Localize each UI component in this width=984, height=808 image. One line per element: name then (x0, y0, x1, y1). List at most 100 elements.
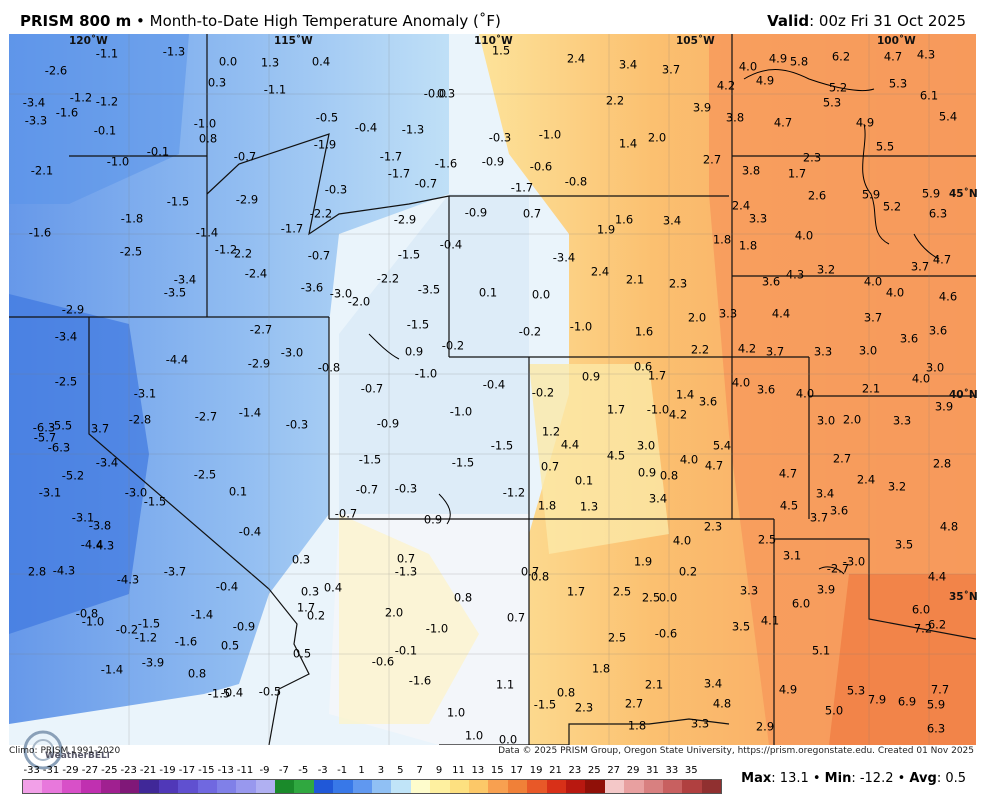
anomaly-value-label: 0.4 (311, 54, 331, 69)
valid-label: Valid (767, 12, 810, 30)
colorbar-segment (585, 780, 605, 793)
colorbar-tick-label: -19 (159, 765, 176, 776)
anomaly-value-label: 4.8 (712, 696, 732, 711)
anomaly-value-label: -0.9 (481, 154, 505, 169)
anomaly-value-label: 1.6 (614, 212, 634, 227)
anomaly-value-label: 3.3 (739, 583, 759, 598)
colorbar-segment (216, 780, 237, 793)
anomaly-value-label: 6.0 (911, 602, 931, 617)
anomaly-value-label: 2.3 (574, 700, 594, 715)
anomaly-value-label: 3.9 (816, 582, 836, 597)
anomaly-value-label: 2.5 (641, 590, 661, 605)
anomaly-value-label: -5.2 (61, 468, 85, 483)
anomaly-value-label: 0.0 (218, 54, 238, 69)
product-name: PRISM 800 m (20, 12, 132, 30)
anomaly-value-label: -1.0 (569, 319, 593, 334)
anomaly-value-label: -3.1 (133, 386, 157, 401)
colorbar-segment (682, 780, 702, 793)
anomaly-value-label: -3.4 (95, 455, 119, 470)
anomaly-value-label: 0.7 (506, 610, 526, 625)
colorbar-segment (449, 780, 469, 793)
anomaly-value-label: 6.2 (927, 617, 947, 632)
anomaly-value-label: -1.2 (214, 242, 238, 257)
anomaly-value-label: 4.0 (795, 386, 815, 401)
anomaly-value-label: 2.6 (807, 188, 827, 203)
anomaly-value-label: -1.5 (166, 194, 190, 209)
colorbar-tick-label: 1 (358, 765, 365, 776)
anomaly-value-label: 0.1 (574, 473, 594, 488)
colorbar-tick-label: -7 (278, 765, 289, 776)
anomaly-value-label: 0.7 (396, 551, 416, 566)
colorbar-segment (507, 780, 528, 793)
anomaly-value-label: 3.4 (648, 491, 668, 506)
anomaly-value-label: 0.8 (556, 685, 576, 700)
colorbar-tick-label: -25 (101, 765, 118, 776)
anomaly-value-label: 0.8 (198, 131, 218, 146)
anomaly-value-label: -2.9 (247, 356, 271, 371)
anomaly-value-label: 2.9 (755, 719, 775, 734)
anomaly-value-label: 4.9 (768, 51, 788, 66)
anomaly-value-label: -1.5 (533, 697, 557, 712)
anomaly-value-label: -0.4 (482, 377, 506, 392)
anomaly-value-label: -5.5 (49, 418, 73, 433)
anomaly-value-label: -0.7 (414, 176, 438, 191)
anomaly-value-label: 2.4 (731, 198, 751, 213)
anomaly-value-label: 4.4 (560, 437, 580, 452)
anomaly-value-label: 2.7 (832, 451, 852, 466)
anomaly-value-label: -1.6 (55, 105, 79, 120)
stat-min-label: Min (824, 771, 852, 786)
anomaly-value-label: 1.0 (446, 705, 466, 720)
anomaly-value-label: 1.5 (491, 43, 511, 58)
anomaly-value-label: -3.1 (71, 510, 95, 525)
anomaly-value-label: 1.3 (579, 499, 599, 514)
anomaly-value-label: 1.0 (464, 728, 484, 743)
anomaly-value-label: -1.0 (425, 621, 449, 636)
anomaly-value-label: -1.7 (280, 221, 304, 236)
anomaly-value-label: 2.5 (612, 584, 632, 599)
colorbar-segment (158, 780, 179, 793)
colorbar-segment (410, 780, 431, 793)
anomaly-value-label: 3.0 (636, 438, 656, 453)
anomaly-value-label: 0.1 (228, 484, 248, 499)
anomaly-value-label: 2.2 (605, 93, 625, 108)
anomaly-value-label: 5.8 (789, 54, 809, 69)
anomaly-value-label: -3.0 (329, 286, 353, 301)
anomaly-value-label: 3.3 (748, 211, 768, 226)
colorbar-tick-label: 13 (471, 765, 485, 776)
anomaly-value-label: 4.5 (779, 498, 799, 513)
anomaly-value-label: 5.3 (822, 95, 842, 110)
colorbar-segment (275, 780, 295, 793)
anomaly-value-label: -0.4 (215, 579, 239, 594)
meridian-label-3: 110˚W (474, 35, 513, 47)
anomaly-value-label: 1.7 (647, 368, 667, 383)
anomaly-value-label: -2.9 (235, 192, 259, 207)
anomaly-value-label: 1.9 (596, 222, 616, 237)
anomaly-value-label: -1.3 (394, 564, 418, 579)
anomaly-value-label: 2.4 (590, 264, 610, 279)
anomaly-value-label: 5.9 (861, 187, 881, 202)
anomaly-value-label: -1.6 (28, 225, 52, 240)
anomaly-value-label: 2.0 (647, 130, 667, 145)
header: PRISM 800 m • Month-to-Date High Tempera… (0, 0, 984, 34)
anomaly-value-label: 4.0 (738, 59, 758, 74)
anomaly-value-label: 5.9 (921, 186, 941, 201)
anomaly-value-label: 2.1 (625, 272, 645, 287)
anomaly-value-label: -0.3 (488, 130, 512, 145)
anomaly-value-label: -0.4 (354, 120, 378, 135)
anomaly-value-label: 3.8 (725, 110, 745, 125)
anomaly-value-label: 4.9 (778, 682, 798, 697)
anomaly-value-label: 2.7 (624, 696, 644, 711)
anomaly-value-label: 0.0 (658, 590, 678, 605)
map-title: PRISM 800 m • Month-to-Date High Tempera… (20, 12, 501, 30)
colorbar-tick-label: -3 (317, 765, 328, 776)
anomaly-value-label: 3.6 (761, 274, 781, 289)
anomaly-value-label: -1.0 (414, 366, 438, 381)
anomaly-value-label: -1.5 (207, 686, 231, 701)
anomaly-value-label: 1.1 (495, 677, 515, 692)
anomaly-value-label: -3.5 (163, 285, 187, 300)
anomaly-value-label: 2.3 (802, 150, 822, 165)
anomaly-value-label: 5.1 (811, 643, 831, 658)
colorbar-segment (430, 780, 450, 793)
anomaly-value-label: 1.8 (712, 232, 732, 247)
colorbar-segment (565, 780, 586, 793)
